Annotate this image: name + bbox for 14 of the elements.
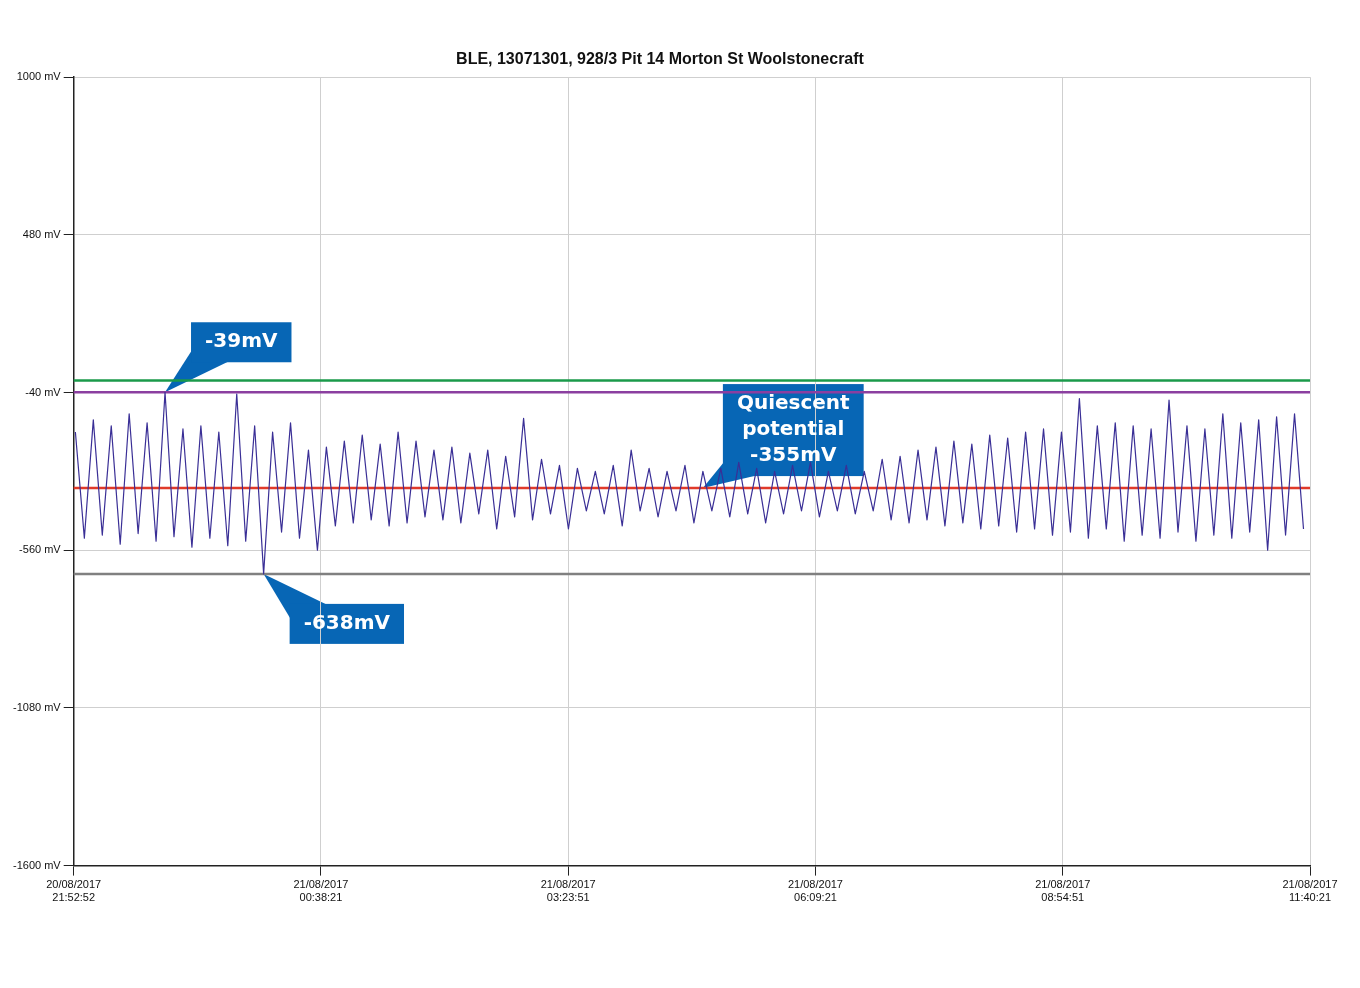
x-tick-label: 20/08/2017 21:52:52 [46, 878, 102, 904]
x-tick-label: 21/08/2017 06:09:21 [787, 878, 843, 904]
y-tick-label: -560 mV [19, 543, 62, 556]
x-tick-label: 21/08/2017 08:54:51 [1035, 878, 1091, 904]
y-tick-label: -40 mV [25, 385, 62, 398]
y-tick-label: -1600 mV [12, 858, 62, 871]
y-tick-label: 1000 mV [16, 70, 62, 83]
y-tick-label: 480 mV [22, 227, 62, 240]
annotation: -39mV [205, 328, 278, 353]
chart-title: BLE, 13071301, 928/3 Pit 14 Morton St Woolstonecraft [456, 50, 865, 68]
y-tick-label: -1080 mV [12, 700, 62, 713]
x-tick-label: 21/08/2017 00:38:21 [293, 878, 349, 904]
x-tick-label: 21/08/2017 03:23:51 [540, 878, 596, 904]
x-tick-label: 21/08/2017 11:40:21 [1282, 878, 1338, 904]
